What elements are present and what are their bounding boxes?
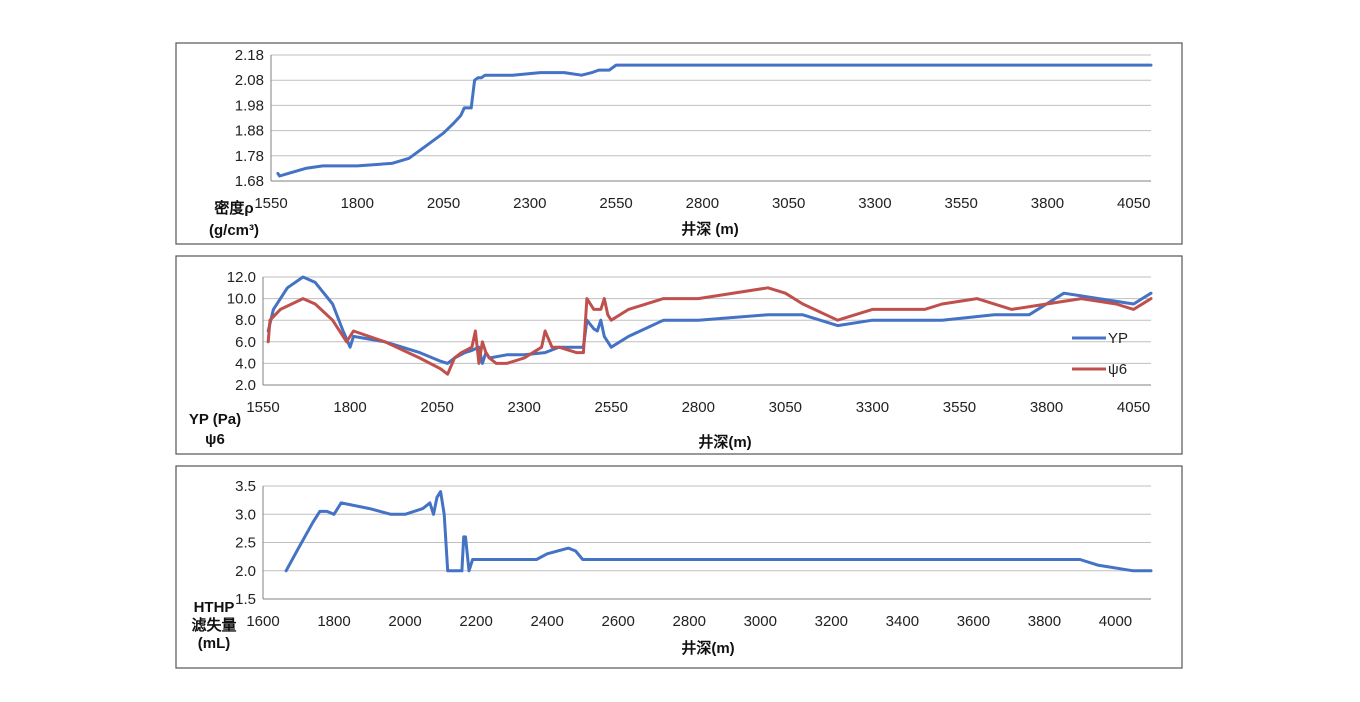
legend-label: YP xyxy=(1108,330,1128,347)
x-axis-label: 井深(m) xyxy=(698,433,751,451)
x-tick-label: 3050 xyxy=(769,399,802,416)
y-tick-label: 1.98 xyxy=(235,97,264,114)
x-tick-label: 1550 xyxy=(254,195,287,212)
x-tick-label: 2800 xyxy=(673,613,706,630)
chart-3: 1.5 2.0 2.5 3.0 3.5 1600 1800 2000 2200 2400 2600 2… xyxy=(175,465,1183,669)
y-axis-label: ψ6 xyxy=(205,431,225,448)
chart-frame xyxy=(175,42,1183,245)
y-tick-label: 3.0 xyxy=(235,506,256,523)
x-tick-label: 2600 xyxy=(602,613,635,630)
x-tick-label: 2800 xyxy=(686,195,719,212)
y-tick-label: 2.0 xyxy=(235,377,256,394)
y-tick-label: 8.0 xyxy=(235,312,256,329)
x-axis-label: 井深 (m) xyxy=(681,220,739,238)
y-axis-label: (mL) xyxy=(198,635,231,652)
chart-frame xyxy=(175,465,1183,669)
x-tick-label: 2300 xyxy=(513,195,546,212)
x-tick-label: 1800 xyxy=(317,613,350,630)
y-axis-label: YP (Pa) xyxy=(189,411,241,428)
x-tick-label: 2400 xyxy=(530,613,563,630)
series-line xyxy=(276,63,1153,178)
x-tick-label: 3300 xyxy=(856,399,889,416)
x-tick-label: 3550 xyxy=(943,399,976,416)
x-axis-label: 井深(m) xyxy=(681,639,734,657)
y-tick-label: 4.0 xyxy=(235,355,256,372)
y-tick-label: 10.0 xyxy=(227,291,256,308)
x-tick-label: 3550 xyxy=(945,195,978,212)
series-line-ψ6 xyxy=(266,286,1153,376)
x-tick-label: 3600 xyxy=(957,613,990,630)
y-tick-label: 12.0 xyxy=(227,269,256,286)
y-tick-label: 1.68 xyxy=(235,173,264,190)
chart-1: 1.68 1.78 1.88 1.98 2.08 2.18 1550 1800 2050 2300… xyxy=(175,42,1183,245)
legend-label: ψ6 xyxy=(1108,361,1127,378)
x-tick-label: 2800 xyxy=(682,399,715,416)
x-tick-label: 3400 xyxy=(886,613,919,630)
x-tick-label: 3200 xyxy=(815,613,848,630)
y-tick-label: 2.08 xyxy=(235,72,264,89)
y-tick-label: 2.18 xyxy=(235,47,264,64)
x-tick-label: 2550 xyxy=(599,195,632,212)
y-axis-label: HTHP xyxy=(194,599,235,616)
y-tick-label: 1.88 xyxy=(235,123,264,140)
x-tick-label: 1800 xyxy=(333,399,366,416)
y-tick-label: 1.5 xyxy=(235,591,256,608)
chart-2: 2.0 4.0 6.0 8.0 10.0 12.0 1550 1800 2050 2300 2550… xyxy=(175,255,1183,455)
x-tick-label: 2050 xyxy=(427,195,460,212)
x-tick-label: 1800 xyxy=(341,195,374,212)
x-tick-label: 4050 xyxy=(1117,399,1150,416)
chart-frame xyxy=(175,255,1183,455)
series-line xyxy=(284,490,1153,573)
y-axis-label: 密度ρ xyxy=(214,199,253,217)
x-tick-label: 4050 xyxy=(1117,195,1150,212)
x-tick-label: 3800 xyxy=(1030,399,1063,416)
x-tick-label: 2550 xyxy=(595,399,628,416)
x-tick-label: 2200 xyxy=(459,613,492,630)
y-tick-label: 2.0 xyxy=(235,563,256,580)
x-tick-label: 2000 xyxy=(388,613,421,630)
x-tick-label: 3000 xyxy=(744,613,777,630)
y-axis-label: 滤失量 xyxy=(191,616,236,634)
y-tick-label: 3.5 xyxy=(235,478,256,495)
x-tick-label: 4000 xyxy=(1099,613,1132,630)
x-tick-label: 1600 xyxy=(246,613,279,630)
x-tick-label: 3300 xyxy=(858,195,891,212)
x-tick-label: 3800 xyxy=(1028,613,1061,630)
x-tick-label: 3050 xyxy=(772,195,805,212)
x-tick-label: 3800 xyxy=(1031,195,1064,212)
x-tick-label: 1550 xyxy=(246,399,279,416)
x-tick-label: 2300 xyxy=(507,399,540,416)
y-tick-label: 6.0 xyxy=(235,334,256,351)
y-tick-label: 1.78 xyxy=(235,148,264,165)
y-axis-label: (g/cm³) xyxy=(209,222,259,239)
x-tick-label: 2050 xyxy=(420,399,453,416)
y-tick-label: 2.5 xyxy=(235,535,256,552)
